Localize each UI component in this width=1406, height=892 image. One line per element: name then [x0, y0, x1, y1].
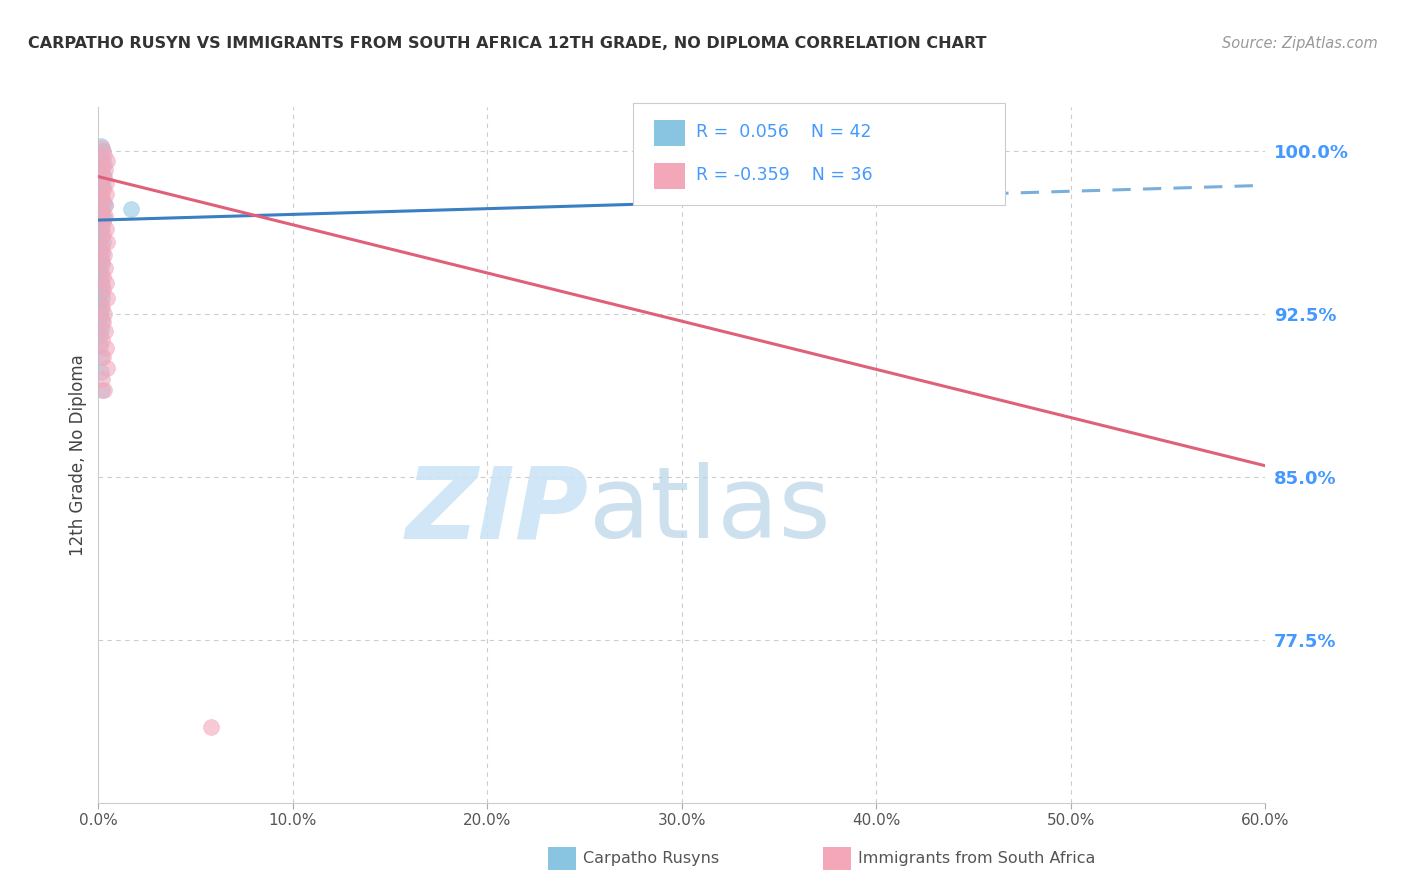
- Text: ZIP: ZIP: [405, 462, 589, 559]
- Point: [94, 260, 117, 275]
- Text: Source: ZipAtlas.com: Source: ZipAtlas.com: [1222, 36, 1378, 51]
- Point: [89, 274, 111, 288]
- Point: [89, 161, 111, 175]
- Point: [96, 291, 118, 305]
- Point: [91, 219, 114, 234]
- Point: [89, 224, 111, 238]
- Point: [91, 269, 114, 284]
- Point: [93, 211, 115, 225]
- Point: [90, 268, 112, 282]
- Point: [89, 307, 111, 321]
- Point: [93, 248, 115, 262]
- Text: atlas: atlas: [589, 462, 830, 559]
- Point: [94, 276, 117, 290]
- Point: [91, 180, 114, 194]
- Point: [89, 241, 111, 255]
- Point: [91, 159, 114, 173]
- Point: [91, 254, 114, 268]
- Point: [89, 263, 111, 277]
- Point: [200, 720, 222, 734]
- Point: [90, 139, 112, 153]
- Point: [91, 283, 114, 297]
- Point: [94, 163, 117, 178]
- Point: [90, 230, 112, 244]
- Point: [91, 144, 114, 158]
- Point: [90, 278, 112, 293]
- Point: [91, 383, 114, 397]
- Point: [90, 302, 112, 317]
- Point: [91, 228, 114, 243]
- Point: [90, 245, 112, 260]
- Point: [91, 215, 114, 229]
- Text: Immigrants from South Africa: Immigrants from South Africa: [858, 852, 1095, 866]
- Point: [93, 169, 115, 184]
- Point: [94, 221, 117, 235]
- Point: [89, 295, 111, 310]
- Text: CARPATHO RUSYN VS IMMIGRANTS FROM SOUTH AFRICA 12TH GRADE, NO DIPLOMA CORRELATIO: CARPATHO RUSYN VS IMMIGRANTS FROM SOUTH …: [28, 36, 987, 51]
- Point: [90, 176, 112, 190]
- Point: [94, 342, 117, 356]
- Point: [90, 252, 112, 267]
- Point: [90, 191, 112, 205]
- Point: [90, 241, 112, 255]
- Point: [90, 285, 112, 299]
- Point: [93, 148, 115, 162]
- Point: [93, 383, 115, 397]
- Point: [90, 191, 112, 205]
- Point: [93, 307, 115, 321]
- Point: [91, 256, 114, 270]
- Point: [91, 350, 114, 364]
- Point: [89, 186, 111, 201]
- Point: [91, 333, 114, 347]
- Point: [91, 235, 114, 249]
- Point: [91, 204, 114, 219]
- Point: [93, 198, 115, 212]
- Text: Carpatho Rusyns: Carpatho Rusyns: [583, 852, 720, 866]
- Point: [90, 313, 112, 327]
- Point: [89, 339, 111, 353]
- Point: [91, 195, 114, 210]
- Point: [90, 206, 112, 220]
- Point: [90, 141, 112, 155]
- Point: [91, 169, 114, 184]
- Point: [93, 156, 115, 170]
- Point: [96, 154, 118, 169]
- Point: [90, 300, 112, 314]
- Point: [90, 322, 112, 336]
- Point: [90, 365, 112, 379]
- Point: [90, 152, 112, 166]
- Text: R =  0.056    N = 42: R = 0.056 N = 42: [696, 123, 872, 141]
- Point: [91, 165, 114, 179]
- Point: [90, 215, 112, 229]
- Text: R = -0.359    N = 36: R = -0.359 N = 36: [696, 167, 873, 185]
- Point: [94, 186, 117, 201]
- Point: [94, 209, 117, 223]
- Point: [89, 328, 111, 343]
- Point: [96, 360, 118, 375]
- Point: [94, 324, 117, 338]
- Point: [96, 176, 118, 190]
- Point: [96, 235, 118, 249]
- Point: [94, 198, 117, 212]
- Point: [91, 291, 114, 305]
- Point: [89, 202, 111, 217]
- Y-axis label: 12th Grade, No Diploma: 12th Grade, No Diploma: [69, 354, 87, 556]
- Point: [91, 315, 114, 329]
- Point: [90, 350, 112, 364]
- Point: [91, 183, 114, 197]
- Point: [120, 202, 142, 217]
- Point: [91, 372, 114, 386]
